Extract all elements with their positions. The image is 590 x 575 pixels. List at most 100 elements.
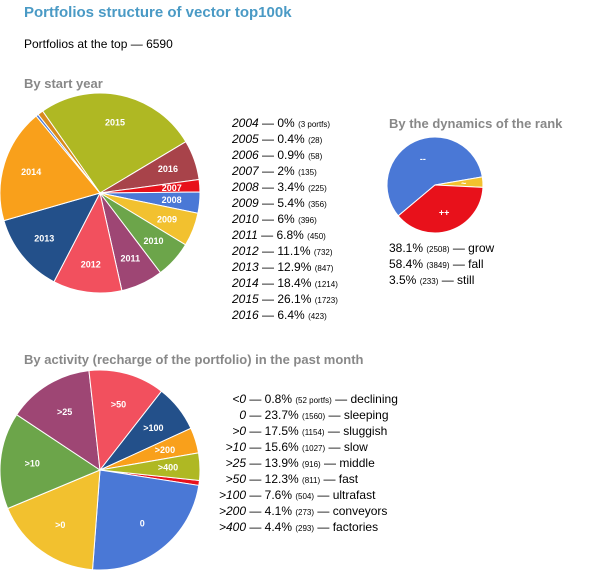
page-title: Portfolios structure of vector top100k [24,4,292,21]
activity-legend-item: >25 — 13.9% (916) — middle [196,456,398,472]
year-legend-percent: — 6.4% [258,308,309,322]
activity-legend-key: >100 [218,488,246,502]
activity-legend-count: (52 portfs) [295,396,332,405]
year-legend-item: 2015 — 26.1% (1723) [232,292,338,308]
activity-legend-desc: — conveyors [314,504,388,518]
activity-legend-desc: — slow [325,440,368,454]
year-legend-item: 2014 — 18.4% (1214) [232,276,338,292]
activity-slice-label-gt100: >100 [143,423,163,433]
year-legend-key: 2012 [232,244,259,258]
start-year-title: By start year [24,76,103,91]
year-legend-count: (732) [313,248,333,257]
activity-slice-label-gt10: >10 [25,459,40,469]
year-legend-count: (1214) [314,280,338,289]
year-legend-key: 2009 [232,196,259,210]
rank-dynamics-pie: -- ~ ++ [386,136,484,234]
activity-slice-gt50 [88,369,163,472]
year-legend-item: 2013 — 12.9% (847) [232,260,338,276]
year-legend-percent: — 18.4% [258,276,315,290]
activity-slice-label-gt0: >0 [55,520,65,530]
activity-legend-key: >25 [225,456,246,470]
year-legend-percent: — 12.9% [258,260,315,274]
activity-slice-label-gt200: >200 [155,445,175,455]
activity-pie: 0 >0 >10 >25 >50 >100 >200 >400 [0,369,201,571]
rank-legend-percent: 58.4% [389,257,427,271]
activity-title: By activity (recharge of the portfolio) … [24,352,364,367]
year-legend-item: 2005 — 0.4% (28) [232,132,338,148]
year-legend-count: (356) [308,200,327,209]
year-legend-count: (3 portfs) [298,120,331,129]
year-legend-item: 2006 — 0.9% (58) [232,148,338,164]
year-legend-item: 2008 — 3.4% (225) [232,180,338,196]
activity-legend-item: >400 — 4.4% (293) — factories [196,520,398,536]
start-year-legend: 2004 — 0% (3 portfs) 2005 — 0.4% (28) 2006… [232,116,338,324]
rank-slice-label-x: ~ [461,178,466,188]
activity-legend-count: (916) [302,460,321,469]
rank-dynamics-title: By the dynamics of the rank [389,116,563,131]
activity-slice-gt10 [0,414,102,510]
activity-legend-percent: — 13.9% [246,456,303,470]
activity-slice-label-gt25: >25 [57,407,72,417]
activity-legend-key: <0 [232,392,246,406]
activity-legend-item: >200 — 4.1% (273) — conveyors [196,504,398,520]
year-legend-percent: — 0.9% [258,148,309,162]
activity-legend-key: >50 [225,472,246,486]
year-legend-item: 2009 — 5.4% (356) [232,196,338,212]
year-legend-percent: — 0% [258,116,299,130]
activity-legend-percent: — 23.7% [246,408,303,422]
portfolio-count: Portfolios at the top — 6590 [24,37,173,51]
year-slice-label-2007: 2007 [162,183,182,193]
year-slice-2012 [53,191,123,294]
year-legend-key: 2016 [232,308,259,322]
activity-legend: <0 — 0.8% (52 portfs) — declining 0 — 23.… [196,392,398,536]
year-legend-count: (423) [308,312,327,321]
year-legend-key: 2015 [232,292,259,306]
activity-legend-desc: — sleeping [325,408,389,422]
year-legend-count: (225) [308,184,327,193]
activity-legend-key: >0 [232,424,246,438]
activity-legend-key: >200 [218,504,246,518]
rank-legend-percent: 3.5% [389,273,420,287]
rank-legend-desc: — grow [449,241,495,255]
year-legend-key: 2007 [232,164,259,178]
year-slice-label-2008: 2008 [162,195,182,205]
year-legend-key: 2014 [232,276,259,290]
year-slice-2013 [3,192,101,283]
year-legend-key: 2010 [232,212,259,226]
activity-legend-key: >10 [225,440,246,454]
year-legend-item: 2010 — 6% (396) [232,212,338,228]
year-slice-2014 [0,115,101,222]
year-legend-percent: — 26.1% [258,292,315,306]
activity-slice-gt0 [7,469,101,571]
rank-legend-percent: 38.1% [389,241,427,255]
activity-legend-desc: — sluggish [324,424,388,438]
activity-legend-desc: — ultrafast [314,488,376,502]
rank-legend-count: (3849) [426,261,450,270]
rank-slice-x [397,184,484,234]
year-legend-key: 2004 [232,116,259,130]
year-slice-label-2015: 2015 [105,118,125,128]
rank-dynamics-legend: 38.1% (2508) — grow 58.4% (3849) — fall 3.… [389,241,494,289]
year-slice-label-2011: 2011 [121,253,141,263]
activity-legend-item: >50 — 12.3% (811) — fast [196,472,398,488]
year-slice-label-2009: 2009 [157,214,177,224]
activity-legend-count: (811) [302,476,321,485]
activity-slice-0 [91,469,200,571]
year-legend-key: 2013 [232,260,259,274]
activity-legend-desc: — middle [320,456,375,470]
year-legend-key: 2006 [232,148,259,162]
year-legend-item: 2007 — 2% (135) [232,164,338,180]
rank-legend-desc: — still [438,273,475,287]
activity-legend-item: <0 — 0.8% (52 portfs) — declining [196,392,398,408]
activity-legend-count: (273) [295,508,315,517]
year-legend-count: (450) [307,232,326,241]
year-legend-item: 2004 — 0% (3 portfs) [232,116,338,132]
year-legend-percent: — 2% [258,164,299,178]
activity-legend-percent: — 4.1% [246,504,296,518]
year-legend-percent: — 6% [258,212,299,226]
activity-slice-label-0: 0 [140,518,145,528]
year-legend-item: 2016 — 6.4% (423) [232,308,338,324]
rank-legend-count: (233) [419,277,439,286]
activity-legend-item: >100 — 7.6% (504) — ultrafast [196,488,398,504]
